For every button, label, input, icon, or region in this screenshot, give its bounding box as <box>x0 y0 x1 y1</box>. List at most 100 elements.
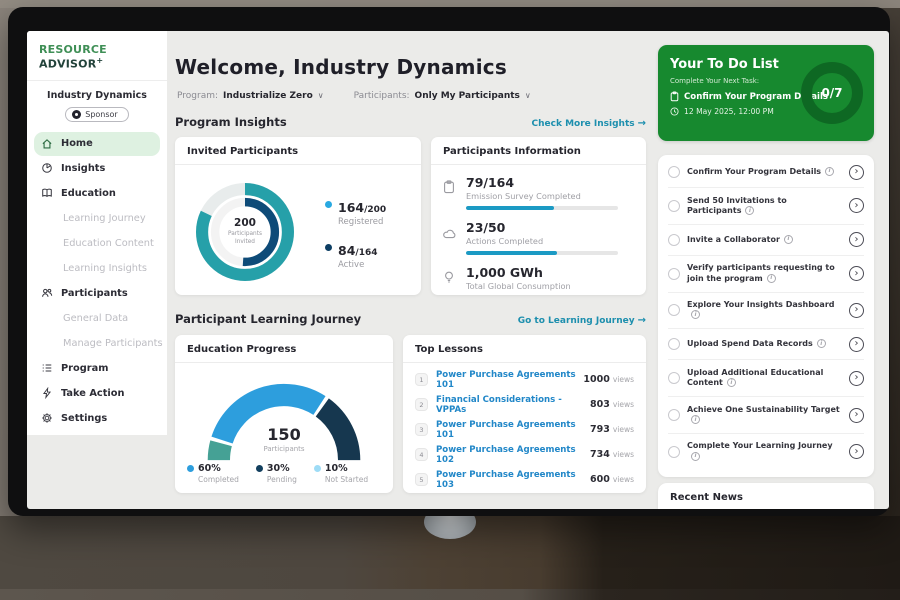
task-chevron-button[interactable]: › <box>849 444 864 460</box>
sponsor-icon <box>72 109 82 119</box>
card-title: Education Progress <box>175 335 393 363</box>
sidebar-item-general-data[interactable]: General Data <box>27 306 167 331</box>
sidebar-item-insights[interactable]: Insights <box>27 156 167 181</box>
sidebar-item-label: Insights <box>61 162 106 174</box>
sidebar-item-label: Settings <box>61 412 108 424</box>
check-more-insights-link[interactable]: Check More Insights → <box>532 118 646 129</box>
invited-participants-card: Invited Participants 200 Participants In… <box>175 137 421 295</box>
info-icon[interactable]: i <box>825 166 835 176</box>
lesson-link[interactable]: Power Purchase Agreements 102 <box>436 444 576 465</box>
sidebar-item-settings[interactable]: Settings <box>27 406 167 431</box>
link-label: Check More Insights <box>531 119 635 129</box>
info-icon[interactable]: i <box>726 378 736 388</box>
sidebar-item-label: Education Content <box>63 237 154 249</box>
survey-label: Emission Survey Completed <box>466 191 581 201</box>
task-chevron-button[interactable]: › <box>849 266 864 282</box>
survey-progress-fill <box>466 206 555 210</box>
info-icon[interactable]: i <box>766 273 776 283</box>
lesson-row: 1 Power Purchase Agreements 101 1000 vie… <box>403 367 646 392</box>
info-icon[interactable]: i <box>691 310 700 320</box>
learning-journey-header: Participant Learning Journey Go to Learn… <box>175 312 646 326</box>
task-row: Send 50 Invitations to Participants i › <box>668 188 864 225</box>
registered-label: Registered <box>338 217 384 227</box>
info-icon[interactable]: i <box>691 415 700 425</box>
chevron-down-icon: ∨ <box>524 91 531 100</box>
task-chevron-button[interactable]: › <box>849 370 864 386</box>
sponsor-label: Sponsor <box>85 109 118 119</box>
info-icon[interactable]: i <box>783 234 793 244</box>
views-suffix: views <box>612 475 634 484</box>
task-label: Confirm Your Program Details <box>687 166 822 176</box>
task-checkbox[interactable] <box>668 409 680 422</box>
actions-progress-track <box>466 251 618 255</box>
participants-dropdown[interactable]: Participants: Only My Participants ∨ <box>354 91 531 101</box>
task-checkbox[interactable] <box>668 267 680 280</box>
sidebar-item-learning-insights[interactable]: Learning Insights <box>27 256 167 281</box>
actions-label: Actions Completed <box>466 236 544 246</box>
legend-dot <box>313 465 321 472</box>
task-checkbox[interactable] <box>668 233 680 246</box>
task-checkbox[interactable] <box>668 166 680 178</box>
task-row: Upload Additional Educational Content i › <box>668 360 864 398</box>
participants-label: Participants: <box>353 91 410 101</box>
lesson-link[interactable]: Power Purchase Agreements 101 <box>436 419 576 440</box>
sidebar-item-take-action[interactable]: Take Action <box>27 381 167 406</box>
education-progress-card: Education Progress 150 Participants 60% … <box>175 335 393 493</box>
arrow-right-icon: → <box>637 315 646 326</box>
sidebar-item-label: Take Action <box>61 387 125 399</box>
task-chevron-button[interactable]: › <box>849 198 864 214</box>
book-icon <box>42 188 52 198</box>
task-chevron-button[interactable]: › <box>849 302 864 318</box>
sidebar-item-participants[interactable]: Participants <box>27 281 167 306</box>
lesson-rank: 2 <box>415 398 428 411</box>
task-chevron-button[interactable]: › <box>849 407 864 423</box>
info-icon[interactable]: i <box>691 451 700 461</box>
task-checkbox[interactable] <box>668 304 680 317</box>
home-icon <box>42 138 52 149</box>
sidebar-item-education[interactable]: Education <box>27 181 167 206</box>
sidebar-item-program[interactable]: Program <box>27 356 167 381</box>
info-icon[interactable]: i <box>745 205 755 215</box>
legend-dot <box>255 465 263 472</box>
background-top-band <box>0 0 900 8</box>
sidebar-item-learning-journey[interactable]: Learning Journey <box>27 206 167 231</box>
active-label: Active <box>338 260 365 270</box>
legend-pending: 30% Pending <box>255 463 297 484</box>
task-checkbox[interactable] <box>668 372 680 385</box>
logo-secondary: ADVISOR <box>39 57 97 71</box>
active-total: /164 <box>355 248 378 258</box>
app-logo: RESOURCE ADVISOR+ <box>27 31 167 81</box>
task-checkbox[interactable] <box>668 338 680 351</box>
legend-dot <box>187 465 194 472</box>
task-row: Complete Your Learning Journeyi › <box>668 434 864 470</box>
task-chevron-button[interactable]: › <box>849 232 864 248</box>
clipboard-icon <box>670 91 679 102</box>
sidebar-item-home[interactable]: Home <box>34 131 160 156</box>
info-row-consumption: 1,000 GWh Total Global Consumption <box>431 255 646 291</box>
sidebar-item-education-content[interactable]: Education Content <box>27 231 167 256</box>
task-chevron-button[interactable]: › <box>849 164 864 180</box>
lesson-rank: 4 <box>415 448 428 461</box>
task-checkbox[interactable] <box>668 445 680 458</box>
page-title: Welcome, Industry Dynamics <box>175 55 507 79</box>
program-dropdown[interactable]: Program: Industrialize Zero ∨ <box>177 91 324 101</box>
todo-next-task: Confirm Your Program Details <box>670 91 862 102</box>
lesson-link[interactable]: Power Purchase Agreements 103 <box>436 469 576 490</box>
lesson-row: 2 Financial Considerations - VPPAs 803 v… <box>403 392 646 417</box>
collapse-tasks-link[interactable]: Collapse Tasks ∧ <box>668 470 864 477</box>
active-value: 84 <box>338 243 356 258</box>
views-suffix: views <box>612 425 634 434</box>
views-suffix: views <box>612 375 634 384</box>
program-label: Program: <box>177 91 219 101</box>
go-to-learning-journey-link[interactable]: Go to Learning Journey → <box>518 315 646 326</box>
task-label: Complete Your Learning Journey <box>687 441 833 451</box>
lesson-link[interactable]: Financial Considerations - VPPAs <box>436 394 562 415</box>
todo-due: 12 May 2025, 12:00 PM <box>670 107 862 116</box>
todo-title: Your To Do List <box>670 57 779 72</box>
lesson-link[interactable]: Power Purchase Agreements 101 <box>436 369 576 390</box>
task-chevron-button[interactable]: › <box>849 336 864 352</box>
info-icon[interactable]: i <box>816 339 826 349</box>
views-suffix: views <box>612 400 634 409</box>
sidebar-item-manage-participants[interactable]: Manage Participants <box>27 331 167 356</box>
task-checkbox[interactable] <box>668 199 680 212</box>
